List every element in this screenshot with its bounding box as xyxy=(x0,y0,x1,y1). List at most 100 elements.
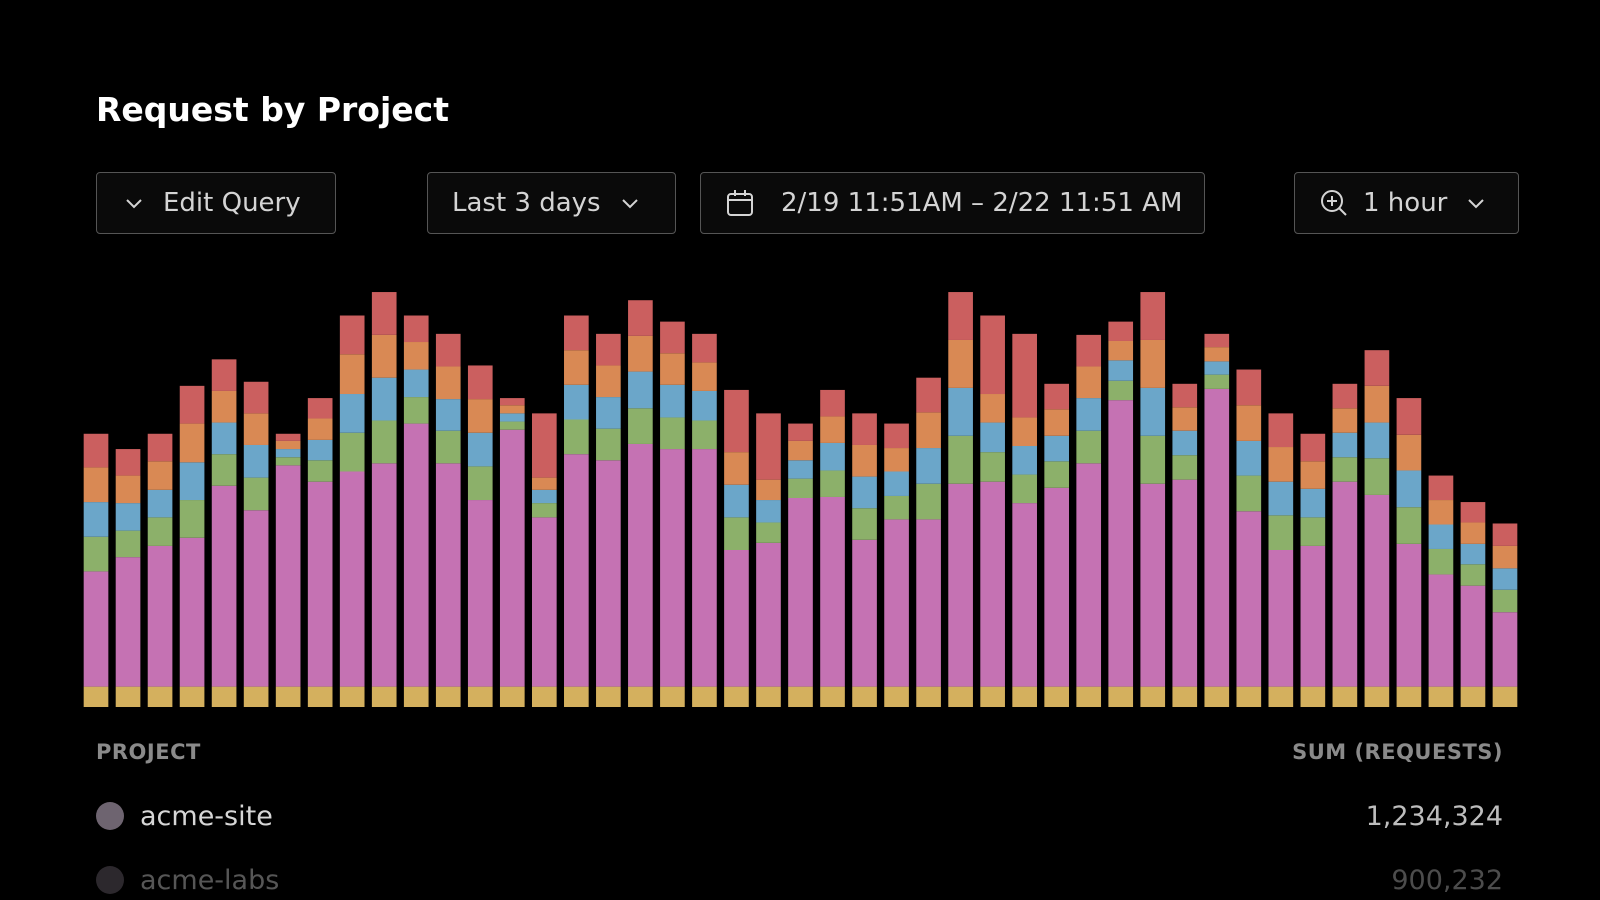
bar-segment xyxy=(1300,517,1326,546)
bar-segment xyxy=(596,686,621,707)
bar-segment xyxy=(403,315,429,343)
bar-segment xyxy=(147,489,173,518)
bar-segment xyxy=(83,433,109,468)
bar-segment xyxy=(83,502,109,537)
bar-segment xyxy=(1396,398,1422,435)
bar-segment xyxy=(147,433,173,462)
bar-segment xyxy=(852,539,877,687)
bar-segment xyxy=(531,477,557,490)
bar-segment xyxy=(499,429,525,687)
bar-segment xyxy=(243,381,269,414)
bar-segment xyxy=(1108,360,1134,381)
bar-segment xyxy=(1460,543,1486,565)
date-range-picker[interactable]: 2/19 11:51AM – 2/22 11:51 AM xyxy=(700,172,1205,234)
bar-segment xyxy=(435,333,461,367)
bar-segment xyxy=(83,536,109,572)
bar-segment xyxy=(788,423,813,441)
bar-segment xyxy=(1140,686,1166,707)
bar-segment xyxy=(1492,612,1518,687)
bar-segment xyxy=(467,686,493,707)
bar-segment xyxy=(147,517,173,546)
bar-segment xyxy=(916,519,941,687)
bar-segment xyxy=(820,470,845,497)
bar-segment xyxy=(1140,483,1166,687)
bar-segment xyxy=(692,390,717,421)
bar-segment xyxy=(596,365,621,398)
bar-segment xyxy=(1428,574,1454,687)
bar-segment xyxy=(756,479,781,501)
bar-segment xyxy=(211,454,237,486)
bar-segment xyxy=(1140,339,1166,388)
bar-segment xyxy=(1332,432,1358,458)
bar-segment xyxy=(660,384,685,418)
bar-segment xyxy=(179,423,205,463)
calendar-icon xyxy=(727,190,753,216)
bar-segment xyxy=(307,481,333,687)
bar-segment xyxy=(339,432,365,472)
bar-segment xyxy=(243,444,269,478)
bar-segment xyxy=(467,399,493,433)
bar-segment xyxy=(1396,686,1422,707)
bar-segment xyxy=(1012,686,1037,707)
bar-segment xyxy=(403,686,429,707)
bar-segment xyxy=(1236,511,1262,687)
bar-segment xyxy=(916,412,941,449)
bar-segment xyxy=(1076,366,1102,399)
bar-segment xyxy=(371,686,397,707)
bar-segment xyxy=(692,449,717,687)
bar-segment xyxy=(115,530,141,558)
bar-segment xyxy=(1300,433,1326,462)
page-title: Request by Project xyxy=(96,90,449,129)
bar-segment xyxy=(1108,340,1134,361)
column-header: SUM (REQUESTS) xyxy=(1292,740,1503,764)
bar-segment xyxy=(820,686,845,707)
bar-segment xyxy=(1460,585,1486,687)
bar-segment xyxy=(1140,292,1166,340)
bar-segment xyxy=(435,366,461,400)
bar-segment xyxy=(1076,686,1102,707)
table-row[interactable]: acme-labs 900,232 xyxy=(96,860,1503,900)
bar-segment xyxy=(1236,440,1262,476)
bar-segment xyxy=(1108,686,1134,707)
edit-query-button[interactable]: Edit Query xyxy=(96,172,336,234)
bar-segment xyxy=(596,333,621,366)
bar-segment xyxy=(115,449,141,476)
bar-segment xyxy=(435,430,461,464)
bar-segment xyxy=(980,452,1005,482)
bar-segment xyxy=(980,315,1005,395)
bar-segment xyxy=(724,389,749,453)
bar-segment xyxy=(275,433,301,441)
column-header: PROJECT xyxy=(96,740,201,764)
bar-segment xyxy=(756,500,781,523)
bar-segment xyxy=(371,334,397,378)
bar-segment xyxy=(179,537,205,687)
bar-segment xyxy=(980,394,1005,423)
bar-segment xyxy=(467,365,493,400)
bar-segment xyxy=(564,454,589,687)
bar-segment xyxy=(1140,435,1166,484)
bar-segment xyxy=(1076,334,1102,367)
bar-segment xyxy=(147,686,173,707)
project-name: acme-site xyxy=(140,800,273,832)
range-dropdown[interactable]: Last 3 days xyxy=(427,172,676,234)
bar-segment xyxy=(403,342,429,370)
bar-segment xyxy=(1076,398,1102,431)
bar-segment xyxy=(1364,686,1390,707)
bar-segment xyxy=(1396,470,1422,508)
bar-segment xyxy=(788,498,813,687)
bar-segment xyxy=(339,686,365,707)
interval-dropdown[interactable]: 1 hour xyxy=(1294,172,1519,234)
bar-segment xyxy=(243,510,269,687)
bar-segment xyxy=(564,315,589,351)
bar-segment xyxy=(1044,686,1070,707)
table-row[interactable]: acme-site 1,234,324 xyxy=(96,796,1503,836)
bar-segment xyxy=(275,449,301,458)
bar-segment xyxy=(83,467,109,503)
bar-segment xyxy=(1108,400,1134,687)
bar-segment xyxy=(1396,434,1422,471)
bar-segment xyxy=(115,475,141,504)
dropdown-label: Last 3 days xyxy=(452,188,601,218)
bar-segment xyxy=(1172,479,1198,687)
bar-segment xyxy=(531,686,557,707)
bar-segment xyxy=(1492,523,1518,546)
